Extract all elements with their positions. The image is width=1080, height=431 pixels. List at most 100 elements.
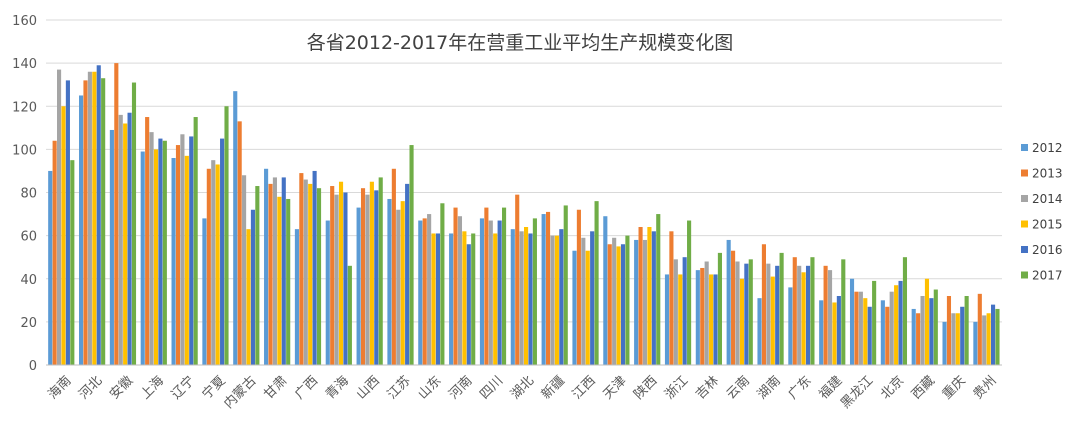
bar-宁夏-2016 [220,138,225,365]
bar-海南-2015 [61,106,66,365]
bar-江西-2015 [585,250,590,365]
bar-甘肃-2012 [264,168,269,365]
bar-云南-2013 [731,250,736,365]
bar-山东-2015 [431,233,436,365]
bar-西藏-2017 [933,289,938,365]
bar-湖南-2012 [757,298,762,365]
legend-swatch-2012 [1021,144,1028,151]
bar-宁夏-2015 [215,164,220,365]
bar-广东-2012 [788,287,793,366]
bar-河南-2015 [462,231,467,365]
bar-安徽-2017 [131,82,137,365]
bar-甘肃-2017 [286,198,291,365]
bar-陕西-2017 [656,214,661,365]
bar-河北-2013 [83,80,88,366]
bar-河北-2016 [96,65,101,365]
bar-四川-2017 [502,207,507,365]
y-tick-label-40: 40 [20,273,37,288]
bar-重庆-2016 [960,306,965,365]
legend-label-2017: 2017 [1032,269,1063,283]
bar-吉林-2017 [717,252,722,366]
bar-湖北-2017 [532,218,537,366]
bar-天津-2015 [616,246,621,365]
bar-黑龙江-2017 [872,280,877,365]
bar-宁夏-2017 [224,106,229,365]
bar-浙江-2012 [664,274,670,365]
bar-天津-2013 [607,244,612,365]
bar-吉林-2013 [700,267,705,365]
bar-新疆-2016 [559,229,564,365]
bar-安徽-2013 [114,63,119,366]
bar-北京-2013 [885,306,890,365]
bar-辽宁-2012 [171,158,176,365]
bar-青海-2017 [347,265,352,365]
bar-浙江-2014 [673,259,678,365]
bar-湖北-2013 [515,194,520,365]
bar-四川-2012 [479,218,485,366]
legend-label-2014: 2014 [1032,192,1063,206]
bar-青海-2016 [343,192,348,365]
bar-江苏-2012 [387,198,392,365]
bar-湖北-2014 [519,231,524,365]
bar-山东-2014 [427,214,432,365]
bar-辽宁-2014 [180,134,185,365]
bar-江苏-2016 [405,183,410,366]
bar-山西-2014 [365,194,370,365]
bar-湖南-2016 [775,265,780,365]
bar-河北-2014 [87,71,92,365]
bar-江西-2013 [576,209,581,365]
bar-辽宁-2017 [193,117,198,365]
bar-河北-2012 [79,95,84,365]
y-tick-label-60: 60 [20,230,37,245]
bar-青海-2013 [330,186,335,365]
bar-黑龙江-2015 [863,298,868,365]
bar-黑龙江-2012 [849,278,855,365]
bar-安徽-2015 [123,123,128,365]
legend-swatch-2016 [1021,246,1028,253]
legend-label-2013: 2013 [1032,167,1063,181]
y-tick-label-20: 20 [20,316,37,331]
bar-上海-2012 [140,151,145,365]
bar-甘肃-2015 [277,196,282,365]
bar-贵州-2014 [982,315,987,365]
bar-海南-2012 [48,170,53,365]
bar-山东-2016 [435,233,441,365]
bar-黑龙江-2016 [867,306,872,365]
bar-海南-2013 [52,140,57,365]
bar-贵州-2012 [973,321,978,366]
bar-北京-2012 [880,300,885,365]
bar-浙江-2013 [669,231,674,365]
bar-江苏-2015 [400,201,405,366]
bar-山西-2016 [374,190,379,365]
bar-北京-2016 [898,280,903,365]
bar-宁夏-2014 [211,160,216,365]
bar-江西-2017 [594,201,599,366]
bar-云南-2014 [735,261,740,365]
bar-福建-2017 [841,259,846,365]
bar-广西-2017 [316,188,322,365]
bar-北京-2017 [902,257,908,365]
legend-swatch-2014 [1021,195,1028,202]
bar-福建-2012 [819,300,824,365]
bar-内蒙古-2012 [233,91,238,365]
bar-辽宁-2013 [175,145,181,365]
bar-重庆-2017 [964,296,969,365]
bar-重庆-2014 [951,313,956,365]
legend-swatch-2015 [1021,220,1028,228]
bars [48,63,1000,366]
bar-湖北-2012 [510,229,515,365]
bar-云南-2017 [748,259,753,365]
bar-福建-2014 [827,270,833,366]
legend-label-2015: 2015 [1032,218,1063,232]
bar-重庆-2012 [942,321,947,366]
bar-浙江-2015 [678,274,683,365]
bar-山东-2017 [440,203,445,365]
bar-河南-2012 [449,233,454,365]
bar-青海-2014 [334,194,339,365]
bar-宁夏-2013 [206,168,211,365]
bar-广东-2017 [810,257,815,365]
bar-广西-2013 [299,173,304,365]
bar-湖北-2016 [528,233,533,365]
bar-上海-2017 [162,140,167,365]
